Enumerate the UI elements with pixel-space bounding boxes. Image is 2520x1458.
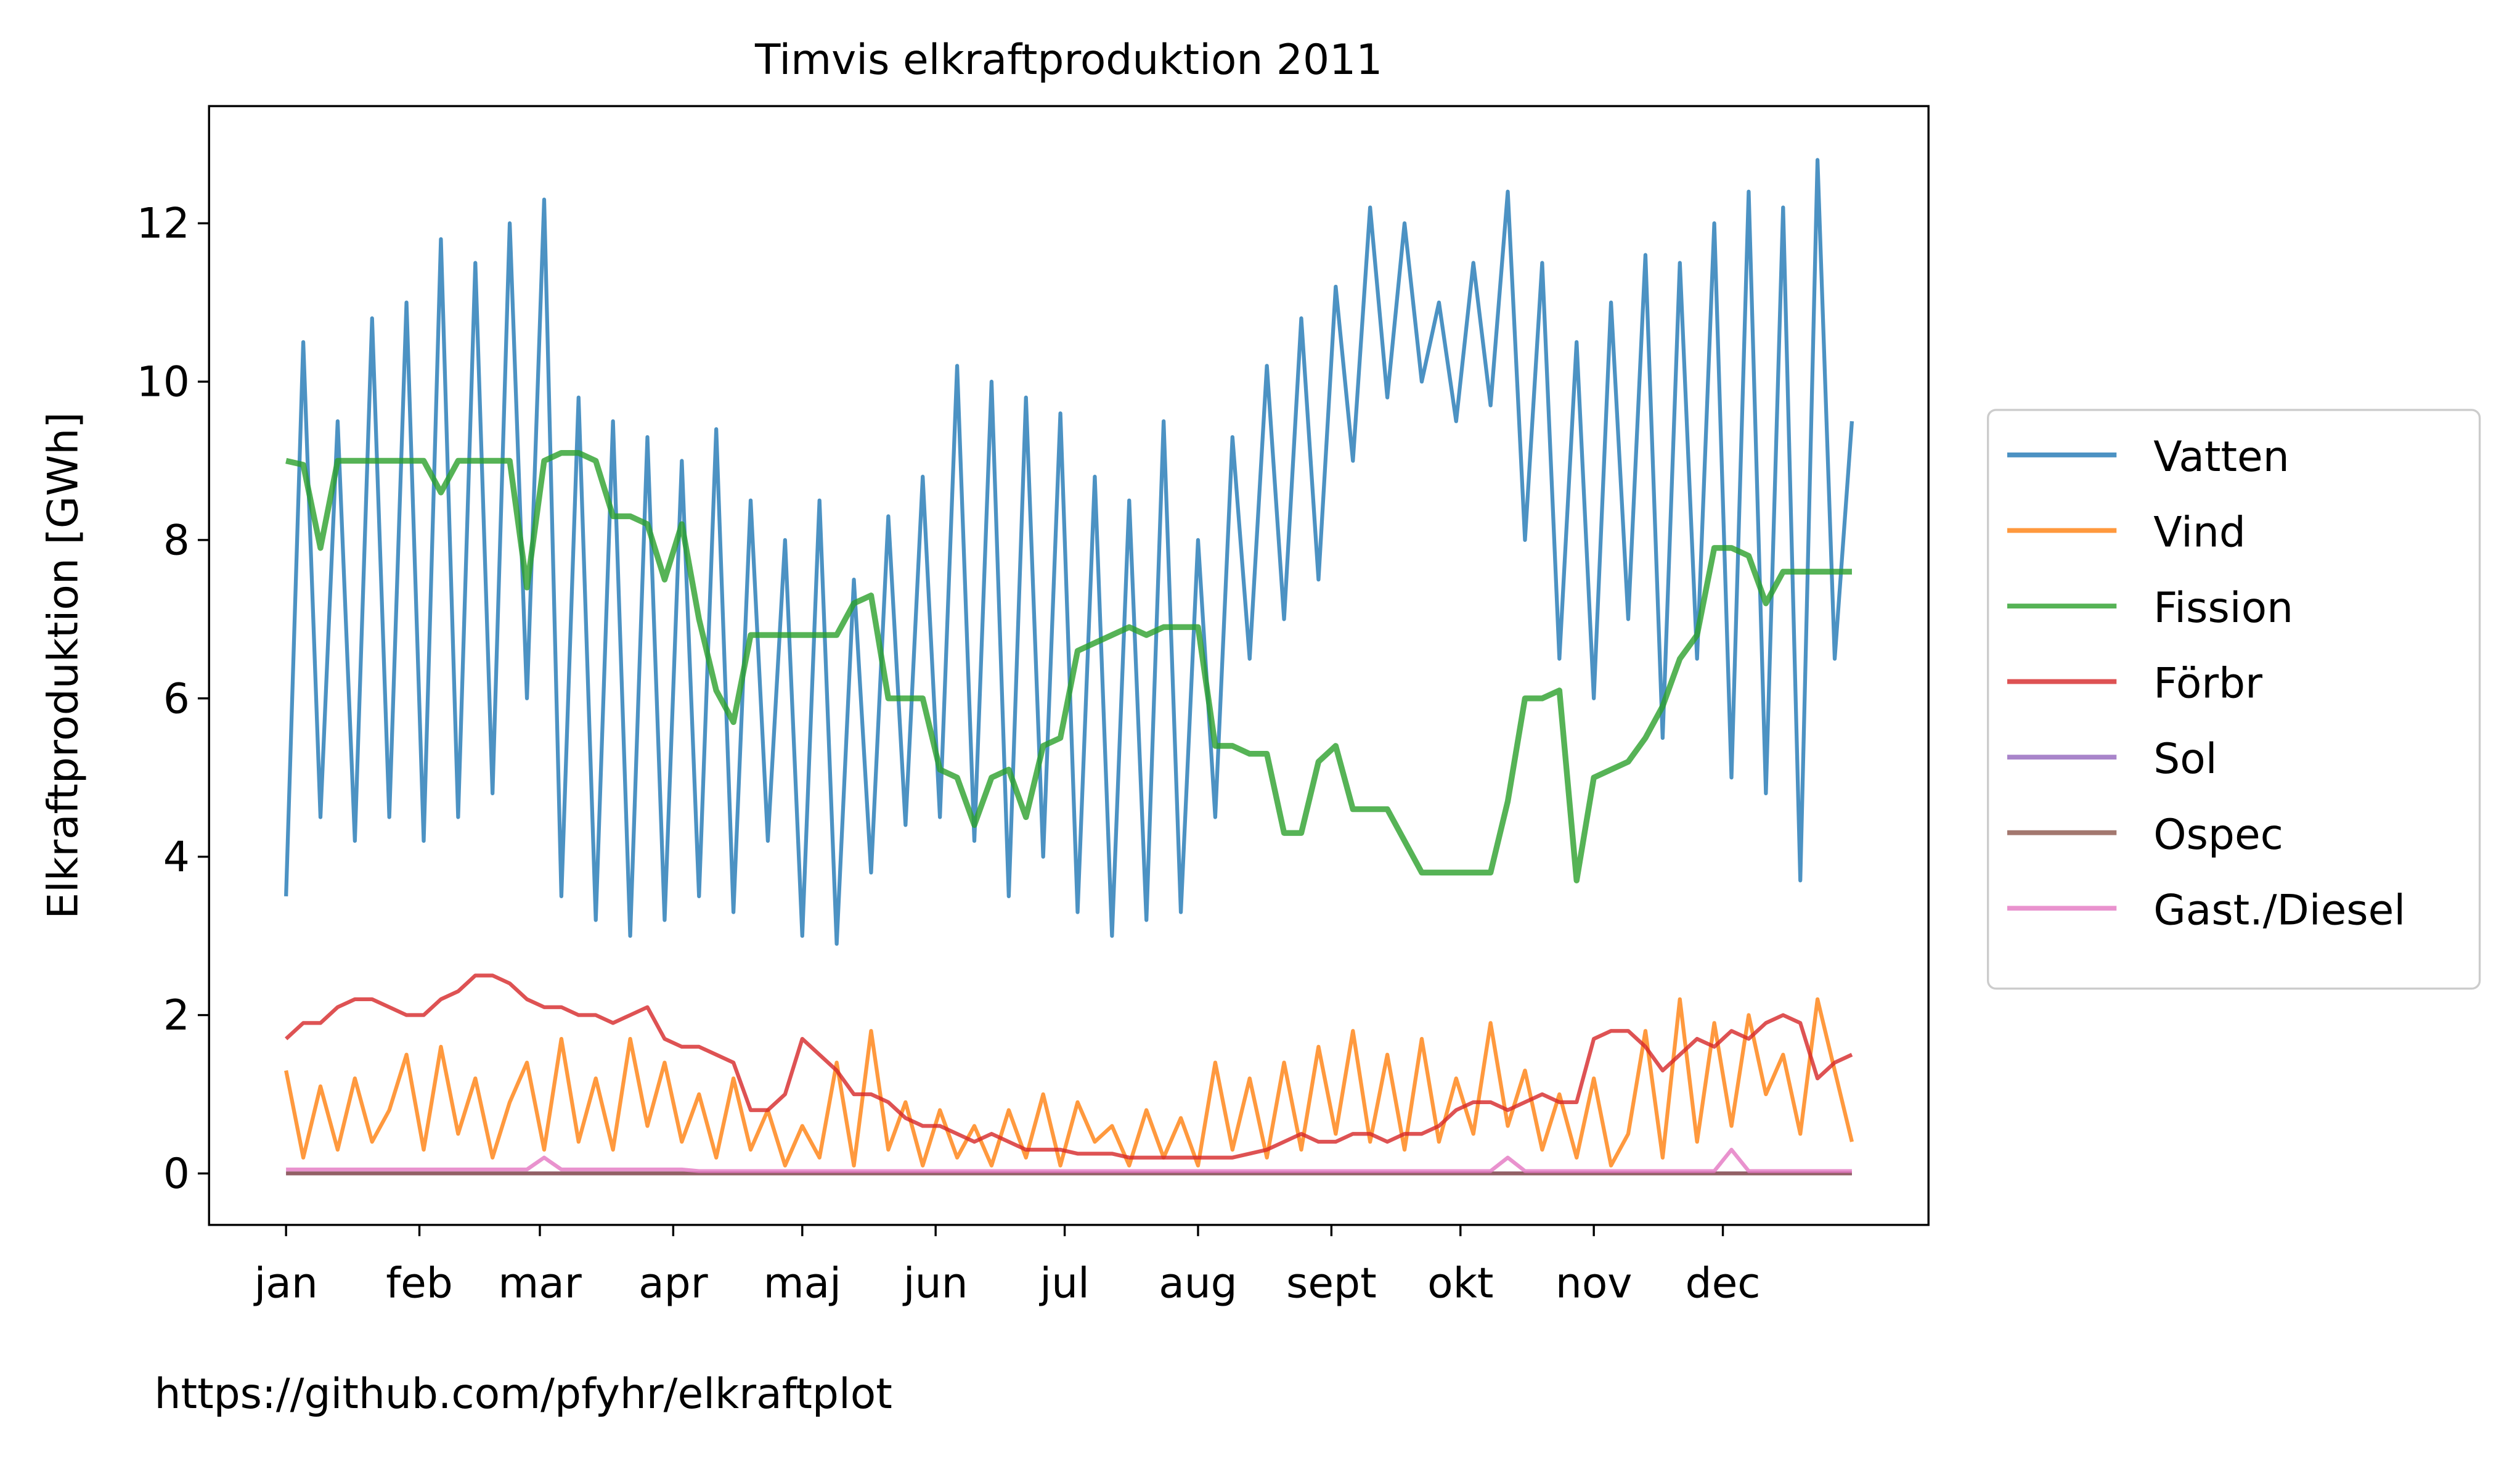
- series-line: [286, 1147, 1852, 1173]
- x-tick-label: nov: [1556, 1258, 1633, 1307]
- y-tick-label: 0: [163, 1149, 190, 1198]
- x-tick-label: mar: [498, 1258, 582, 1307]
- x-tick-label: feb: [386, 1258, 453, 1307]
- y-tick-label: 6: [163, 674, 190, 723]
- series-line: [284, 997, 1854, 1168]
- y-tick-label: 8: [163, 515, 190, 564]
- chart-title: Timvis elkraftproduktion 2011: [754, 35, 1382, 84]
- y-axis-label: Elkraftproduktion [GWh]: [38, 412, 87, 919]
- legend-label: Sol: [2153, 734, 2217, 783]
- x-tick-label: jun: [902, 1258, 968, 1307]
- y-tick-label: 12: [137, 199, 190, 248]
- x-tick-label: aug: [1159, 1258, 1238, 1307]
- y-tick-label: 4: [163, 832, 190, 881]
- legend-label: Förbr: [2153, 659, 2262, 708]
- legend-box: [1987, 409, 2481, 990]
- y-tick-label: 10: [137, 358, 190, 406]
- series-line: [284, 158, 1854, 946]
- legend-label: Gast./Diesel: [2153, 885, 2405, 934]
- legend: Vatten Vind Fission Förbr Sol Ospec Gast./Dies…: [1987, 409, 2481, 990]
- legend-label: Ospec: [2153, 810, 2283, 859]
- x-tick-label: jan: [253, 1258, 317, 1307]
- series-line: [285, 973, 1853, 1160]
- series-line: [285, 449, 1852, 883]
- annotation: https://github.com/pfyhr/elkraftplot: [155, 1369, 892, 1418]
- x-tick-label: apr: [638, 1258, 708, 1307]
- x-tick-label: jul: [1038, 1258, 1090, 1307]
- legend-label: Vatten: [2153, 432, 2289, 481]
- y-tick-label: 2: [163, 991, 190, 1039]
- x-tick-label: maj: [764, 1258, 841, 1307]
- legend-label: Fission: [2153, 583, 2293, 632]
- legend-label: Vind: [2153, 508, 2246, 557]
- x-tick-label: okt: [1427, 1258, 1493, 1307]
- x-tick-label: dec: [1686, 1258, 1761, 1307]
- x-tick-label: sept: [1286, 1258, 1377, 1307]
- plot-frame: [208, 105, 1930, 1226]
